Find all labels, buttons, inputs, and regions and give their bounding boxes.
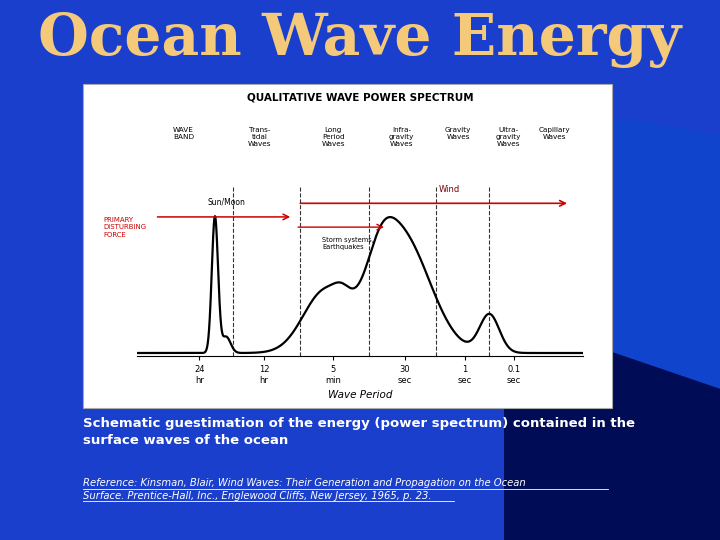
Text: Storm systems,
Earthquakes: Storm systems, Earthquakes: [322, 238, 374, 251]
Text: QUALITATIVE WAVE POWER SPECTRUM: QUALITATIVE WAVE POWER SPECTRUM: [247, 93, 473, 103]
Text: Gravity
Waves: Gravity Waves: [445, 127, 472, 140]
Text: Ultra-
gravity
Waves: Ultra- gravity Waves: [495, 127, 521, 147]
Text: Long
Period
Waves: Long Period Waves: [321, 127, 345, 147]
Text: Reference: Kinsman, Blair, Wind Waves: Their Generation and Propagation on the O: Reference: Kinsman, Blair, Wind Waves: T…: [83, 478, 526, 501]
Text: PRIMARY
DISTURBING
FORCE: PRIMARY DISTURBING FORCE: [104, 217, 146, 238]
Text: Infra-
gravity
Waves: Infra- gravity Waves: [389, 127, 414, 147]
Text: WAVE
BAND: WAVE BAND: [173, 127, 194, 140]
Polygon shape: [504, 243, 720, 540]
Polygon shape: [562, 108, 720, 389]
Text: Trans-
tidal
Waves: Trans- tidal Waves: [248, 127, 271, 147]
Text: Wind: Wind: [438, 185, 460, 194]
FancyBboxPatch shape: [83, 84, 612, 408]
X-axis label: Wave Period: Wave Period: [328, 390, 392, 400]
Text: Sun/Moon: Sun/Moon: [207, 198, 245, 207]
Text: Capillary
Waves: Capillary Waves: [539, 127, 570, 140]
Text: Ocean Wave Energy: Ocean Wave Energy: [38, 12, 682, 69]
Text: Schematic guestimation of the energy (power spectrum) contained in the
surface w: Schematic guestimation of the energy (po…: [83, 417, 635, 447]
